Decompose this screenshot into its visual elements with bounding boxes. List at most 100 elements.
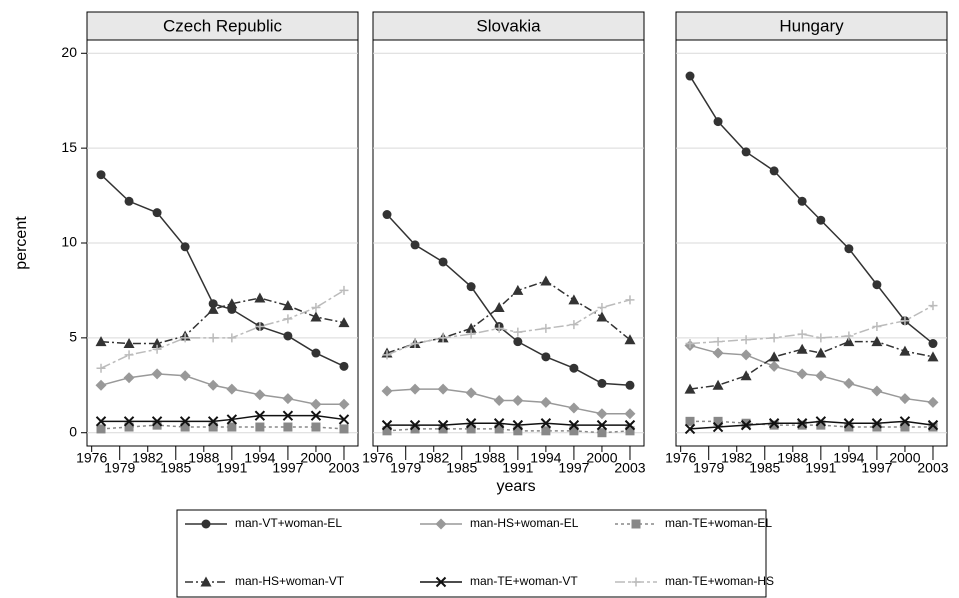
panel-title: Hungary <box>779 16 844 35</box>
marker <box>339 361 349 371</box>
x-tick-label: 1988 <box>188 450 219 466</box>
marker <box>208 333 218 343</box>
marker <box>311 348 321 358</box>
marker <box>843 418 855 429</box>
panel-header <box>372 11 645 41</box>
marker <box>843 377 855 389</box>
marker <box>465 322 477 333</box>
series-line <box>100 424 345 430</box>
marker <box>624 334 636 345</box>
marker <box>465 418 477 429</box>
marker <box>179 370 191 382</box>
marker <box>310 311 322 322</box>
marker <box>152 344 162 354</box>
marker <box>410 240 420 250</box>
marker <box>872 280 882 290</box>
marker <box>282 410 294 421</box>
legend-marker <box>200 576 212 587</box>
marker <box>494 323 504 333</box>
marker <box>815 370 827 382</box>
marker <box>339 285 349 295</box>
x-tick-label: 1982 <box>132 450 163 466</box>
marker <box>625 380 635 390</box>
x-tick-label: 1997 <box>861 460 892 476</box>
marker <box>928 301 938 311</box>
marker <box>685 71 695 81</box>
legend-marker <box>435 518 447 530</box>
marker <box>625 295 635 305</box>
marker <box>741 335 751 345</box>
marker <box>899 345 911 356</box>
marker <box>466 282 476 292</box>
legend-label: man-TE+woman-EL <box>665 516 772 530</box>
marker <box>512 419 524 431</box>
marker <box>816 215 826 225</box>
marker <box>871 385 883 397</box>
marker <box>254 410 266 421</box>
marker <box>227 422 237 432</box>
x-tick-label: 1982 <box>418 450 449 466</box>
x-tick-label: 2003 <box>614 460 645 476</box>
marker <box>596 311 608 322</box>
marker <box>569 363 579 373</box>
marker <box>569 426 579 436</box>
y-tick-label: 15 <box>61 139 77 155</box>
marker <box>568 294 580 305</box>
marker <box>410 339 420 349</box>
legend-marker <box>201 519 211 529</box>
marker <box>95 416 107 427</box>
marker <box>513 426 523 436</box>
x-axis-label: years <box>496 478 535 495</box>
marker <box>740 419 752 431</box>
x-tick-label: 2000 <box>586 450 617 466</box>
marker <box>797 420 807 430</box>
legend-label: man-VT+woman-EL <box>235 516 342 530</box>
marker <box>713 416 723 426</box>
marker <box>409 383 421 395</box>
y-axis-label: percent <box>13 216 30 270</box>
marker <box>338 317 350 328</box>
marker <box>96 424 106 434</box>
y-tick-label: 5 <box>69 329 77 345</box>
marker <box>123 416 135 427</box>
x-tick-label: 2003 <box>328 460 359 476</box>
y-tick-label: 0 <box>69 423 77 439</box>
marker <box>844 422 854 432</box>
marker <box>796 343 808 354</box>
legend-label: man-TE+woman-HS <box>665 574 774 588</box>
marker <box>151 368 163 380</box>
marker <box>685 416 695 426</box>
marker <box>208 299 218 309</box>
marker <box>797 329 807 339</box>
marker <box>596 419 608 431</box>
series-line <box>690 420 933 428</box>
marker <box>712 421 724 433</box>
marker <box>339 424 349 434</box>
marker <box>597 378 607 388</box>
marker <box>382 210 392 220</box>
marker <box>540 275 552 286</box>
series-line <box>689 75 934 345</box>
x-tick-label: 1985 <box>446 460 477 476</box>
marker <box>208 422 218 432</box>
marker <box>179 416 191 427</box>
marker <box>568 402 580 414</box>
marker <box>283 331 293 341</box>
marker <box>96 170 106 180</box>
marker <box>283 422 293 432</box>
panel-header <box>675 11 948 41</box>
marker <box>151 416 163 427</box>
marker <box>512 394 524 406</box>
marker <box>437 383 449 395</box>
series-line <box>386 388 630 415</box>
marker <box>382 426 392 436</box>
marker <box>769 420 779 430</box>
marker <box>815 347 827 358</box>
marker <box>254 389 266 401</box>
marker <box>900 316 910 326</box>
marker <box>796 418 808 429</box>
series-line <box>100 373 344 406</box>
marker <box>494 424 504 434</box>
marker <box>741 418 751 428</box>
